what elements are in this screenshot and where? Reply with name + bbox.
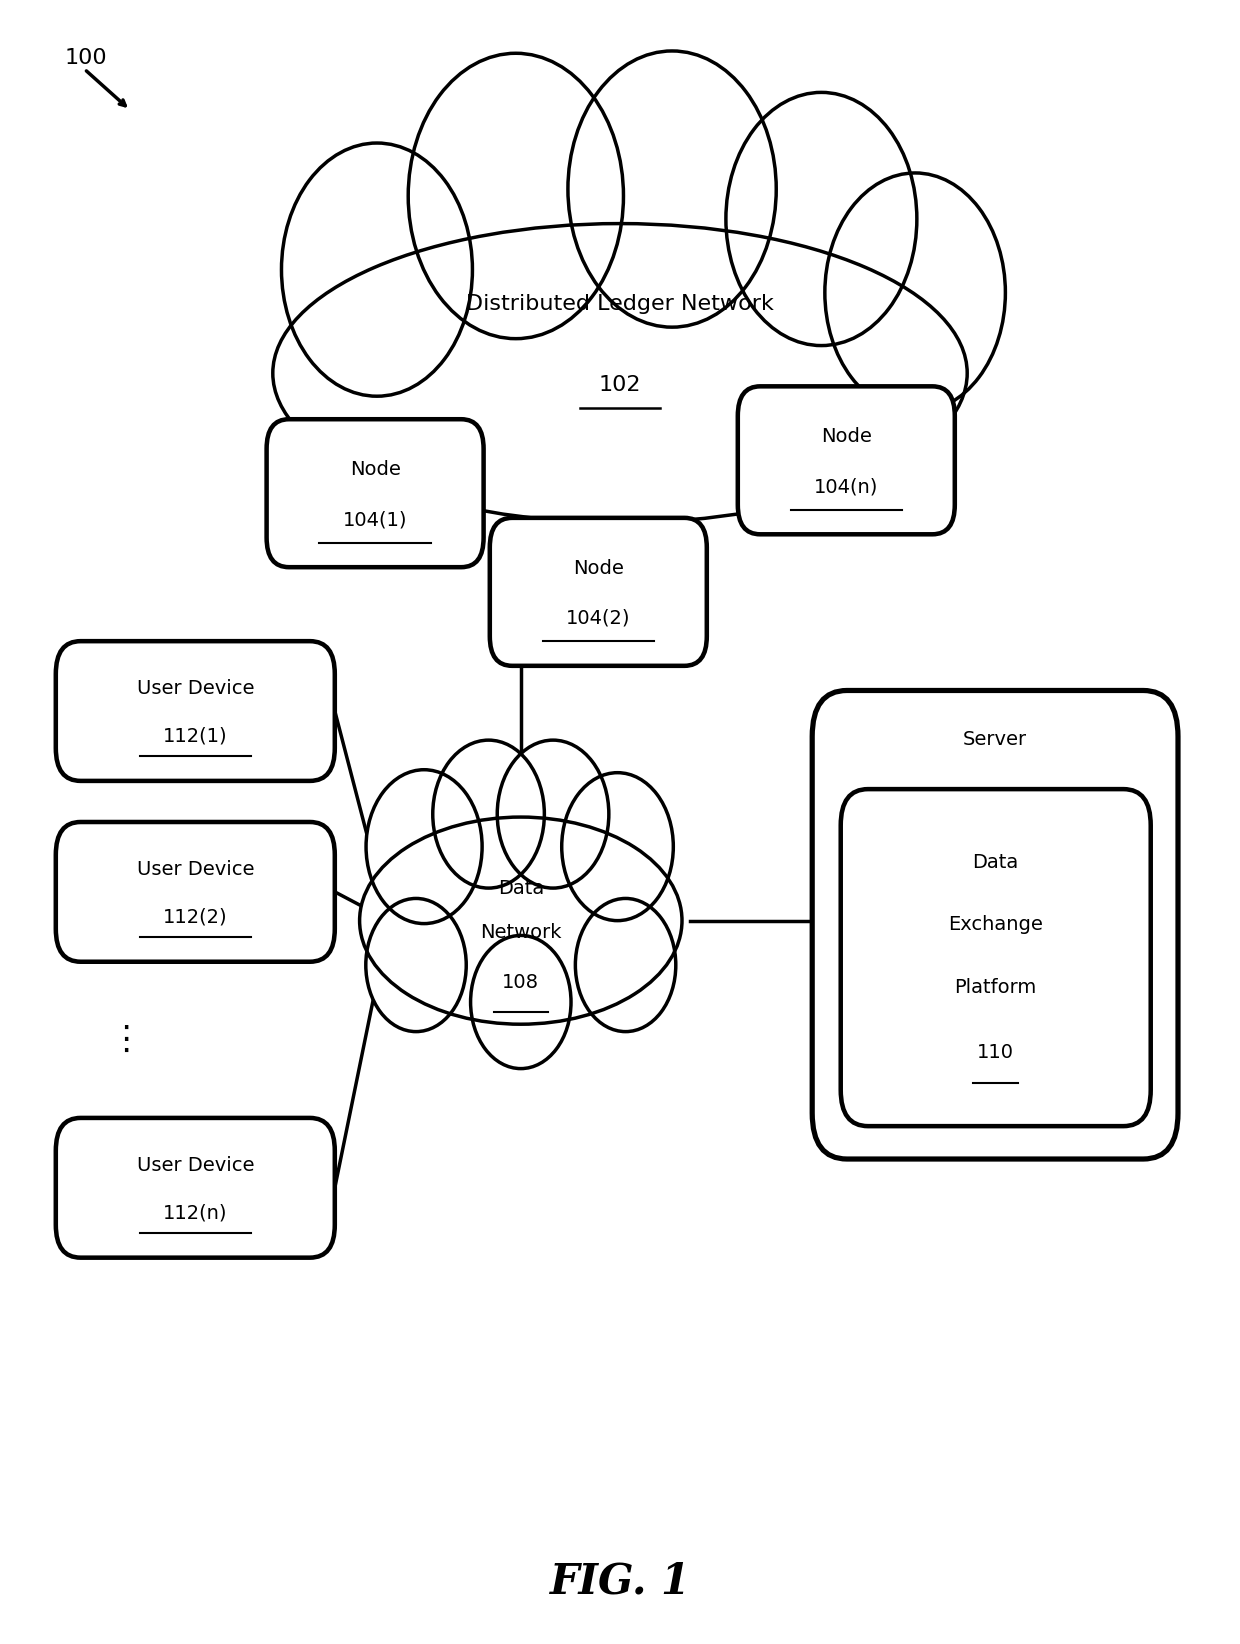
Text: Server: Server [963,730,1027,750]
Text: 108: 108 [502,973,539,993]
FancyBboxPatch shape [841,789,1151,1126]
Text: 100: 100 [64,48,107,67]
FancyBboxPatch shape [56,641,335,781]
Text: User Device: User Device [136,1156,254,1175]
FancyBboxPatch shape [267,419,484,567]
Text: 104(1): 104(1) [342,510,408,529]
Text: Data: Data [972,853,1019,871]
Text: 112(n): 112(n) [162,1203,228,1223]
Ellipse shape [273,224,967,523]
Text: FIG. 1: FIG. 1 [549,1560,691,1603]
Text: Network: Network [480,922,562,942]
Circle shape [568,51,776,327]
Circle shape [470,935,570,1069]
FancyBboxPatch shape [738,386,955,534]
Text: 102: 102 [599,375,641,395]
Text: Node: Node [573,559,624,577]
Text: 112(1): 112(1) [162,727,228,746]
Circle shape [366,769,482,924]
Text: 110: 110 [977,1044,1014,1062]
Text: User Device: User Device [136,679,254,699]
Circle shape [281,143,472,396]
FancyBboxPatch shape [56,822,335,962]
Circle shape [366,898,466,1032]
Ellipse shape [360,817,682,1024]
FancyBboxPatch shape [812,690,1178,1159]
Text: User Device: User Device [136,860,254,880]
Circle shape [408,53,624,339]
Text: Node: Node [350,460,401,478]
Circle shape [825,173,1006,413]
Text: 106: 106 [977,787,1013,807]
FancyBboxPatch shape [56,1118,335,1258]
Circle shape [725,92,916,345]
Text: 104(2): 104(2) [565,608,631,628]
Text: Distributed Ledger Network: Distributed Ledger Network [466,294,774,314]
Text: ⋮: ⋮ [109,1023,143,1057]
Circle shape [575,898,676,1032]
Circle shape [497,740,609,888]
Circle shape [433,740,544,888]
FancyBboxPatch shape [490,518,707,666]
Text: Node: Node [821,427,872,446]
Text: 112(2): 112(2) [162,907,228,927]
Text: Platform: Platform [955,978,1037,996]
Text: Exchange: Exchange [949,916,1043,934]
Circle shape [562,773,673,921]
Text: Data: Data [497,878,544,898]
Text: 104(n): 104(n) [815,477,878,496]
